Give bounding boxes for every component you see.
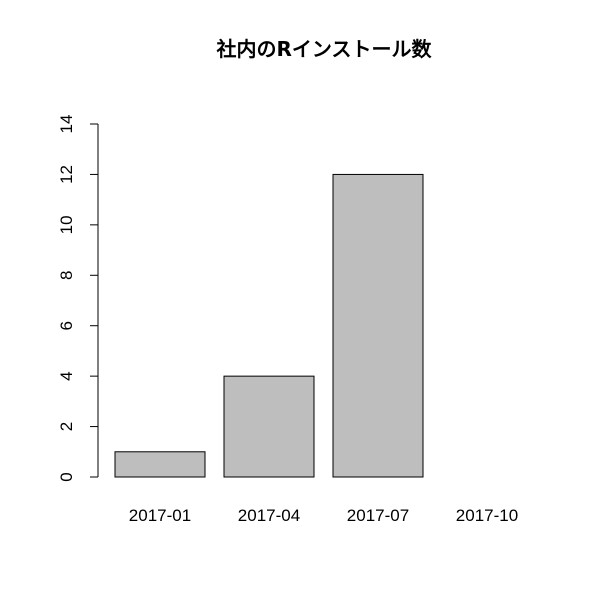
y-tick-label: 4 [57, 371, 76, 380]
y-tick-label: 0 [57, 472, 76, 481]
bars-group [114, 173, 424, 478]
x-axis-labels: 2017-01 2017-04 2017-07 2017-10 [129, 506, 518, 525]
y-tick-label: 2 [57, 422, 76, 431]
bar-2017-04 [223, 375, 315, 478]
x-tick-label: 2017-01 [129, 506, 191, 525]
x-tick-label: 2017-07 [347, 506, 409, 525]
y-tick-label: 14 [57, 115, 76, 134]
x-tick-label: 2017-10 [456, 506, 518, 525]
bar-2017-01 [114, 451, 206, 478]
y-tick-label: 12 [57, 165, 76, 184]
y-axis: 0 2 4 6 8 10 12 14 [57, 115, 99, 482]
y-tick-label: 6 [57, 321, 76, 330]
x-tick-label: 2017-04 [238, 506, 300, 525]
y-tick-label: 8 [57, 271, 76, 280]
y-tick-label: 10 [57, 215, 76, 234]
bar-2017-07 [332, 173, 424, 478]
chart-title: 社内のRインストール数 [215, 37, 432, 61]
